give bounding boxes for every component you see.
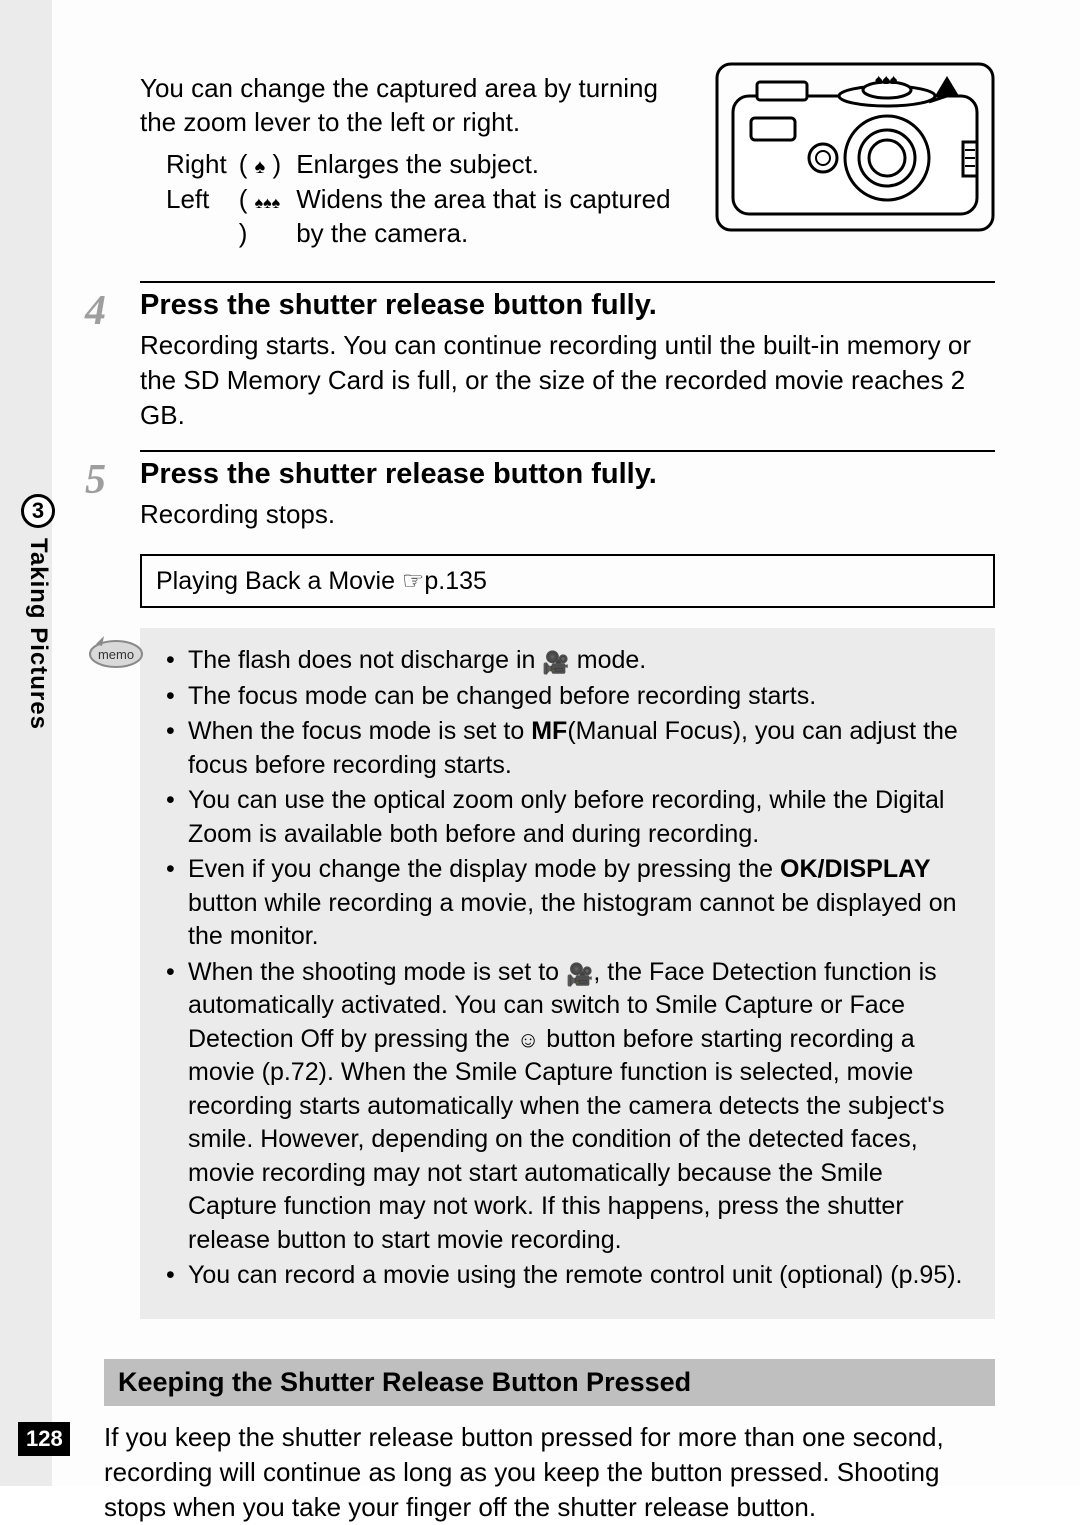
pointer-icon: ☞ bbox=[402, 567, 424, 595]
sub-heading: Keeping the Shutter Release Button Press… bbox=[104, 1359, 995, 1406]
memo-item: You can use the optical zoom only before… bbox=[188, 784, 977, 851]
bold-label: MF bbox=[531, 717, 567, 745]
side-tab: 3 Taking Pictures bbox=[20, 494, 56, 874]
step-4: 4 Press the shutter release button fully… bbox=[140, 281, 995, 432]
memo-item: When the shooting mode is set to 🎥, the … bbox=[188, 956, 977, 1258]
memo-item: The focus mode can be changed before rec… bbox=[188, 680, 977, 714]
memo-badge-icon: memo bbox=[88, 634, 144, 670]
section-label: Taking Pictures bbox=[24, 538, 52, 730]
movie-mode-icon: 🎥 bbox=[542, 648, 569, 677]
page-number: 128 bbox=[18, 1422, 70, 1456]
memo-item: When the focus mode is set to MF(Manual … bbox=[188, 715, 977, 782]
step-body: Recording starts. You can continue recor… bbox=[140, 328, 995, 432]
reference-page: p.135 bbox=[424, 567, 487, 595]
bold-label: OK/DISPLAY bbox=[780, 855, 931, 883]
tree-icon: ♠ bbox=[255, 156, 266, 178]
zoom-desc: Widens the area that is captured by the … bbox=[296, 183, 693, 251]
camera-diagram: ♠♠♠ bbox=[715, 62, 995, 232]
zoom-desc: Enlarges the subject. bbox=[296, 148, 693, 182]
table-row: Right ( ♠ ) Enlarges the subject. bbox=[166, 148, 693, 182]
memo-item: You can record a movie using the remote … bbox=[188, 1259, 977, 1293]
zoom-dir: Left bbox=[166, 183, 237, 251]
sub-body: If you keep the shutter release button p… bbox=[104, 1420, 995, 1525]
step-number: 4 bbox=[85, 287, 106, 335]
intro-text-block: You can change the captured area by turn… bbox=[140, 72, 695, 253]
zoom-icon-cell: ( ♠ ) bbox=[239, 148, 295, 182]
step-number: 5 bbox=[85, 456, 106, 504]
zoom-icon-cell: ( ♠♠♠ ) bbox=[239, 183, 295, 251]
step-title: Press the shutter release button fully. bbox=[140, 289, 995, 322]
section-number-badge: 3 bbox=[21, 494, 55, 528]
svg-text:memo: memo bbox=[98, 647, 134, 662]
zoom-dir: Right bbox=[166, 148, 237, 182]
movie-mode-icon: 🎥 bbox=[566, 960, 593, 989]
reference-box: Playing Back a Movie ☞p.135 bbox=[140, 554, 995, 608]
table-row: Left ( ♠♠♠ ) Widens the area that is cap… bbox=[166, 183, 693, 251]
memo-item: Even if you change the display mode by p… bbox=[188, 853, 977, 954]
svg-text:♠♠♠: ♠♠♠ bbox=[875, 71, 898, 87]
intro-text: You can change the captured area by turn… bbox=[140, 72, 695, 140]
step-5: 5 Press the shutter release button fully… bbox=[140, 450, 995, 1318]
zoom-direction-table: Right ( ♠ ) Enlarges the subject. Left (… bbox=[164, 146, 695, 253]
page-content: You can change the captured area by turn… bbox=[140, 72, 995, 1525]
step-title: Press the shutter release button fully. bbox=[140, 458, 995, 491]
face-detect-icon: ☺ bbox=[517, 1025, 539, 1054]
trees-icon: ♠♠♠ bbox=[255, 195, 281, 212]
memo-item: The flash does not discharge in 🎥 mode. bbox=[188, 644, 977, 678]
reference-text: Playing Back a Movie bbox=[156, 567, 402, 595]
step-body: Recording stops. bbox=[140, 497, 995, 532]
memo-block: memo The flash does not discharge in 🎥 m… bbox=[140, 628, 995, 1319]
